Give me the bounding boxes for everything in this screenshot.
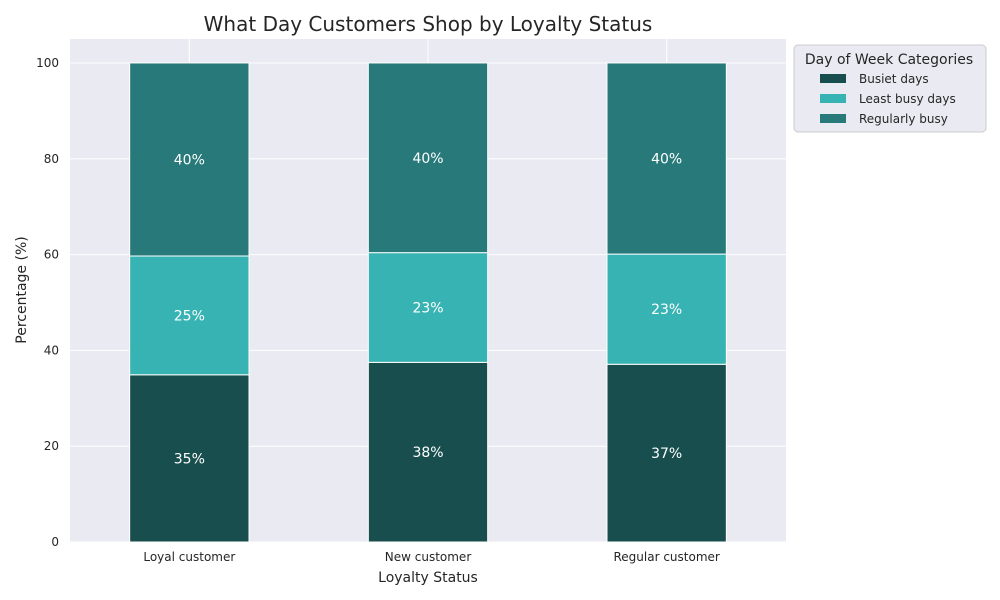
y-axis-label: Percentage (%): [14, 236, 30, 343]
x-tick-label: Loyal customer: [143, 550, 235, 564]
data-label: 23%: [651, 302, 682, 318]
data-label: 35%: [174, 451, 205, 467]
y-tick-label: 100: [36, 56, 59, 70]
x-tick-label: New customer: [385, 550, 472, 564]
bar-segment: [606, 62, 727, 255]
bar-segment: [129, 374, 250, 543]
bar-segment: [367, 252, 489, 363]
legend-label: Regularly busy: [859, 112, 948, 126]
bar-segment: [606, 363, 727, 543]
bar-segment: [129, 255, 250, 376]
data-labels: 35% 25% 40% 38% 23% 40% 37% 23% 40%: [174, 151, 682, 468]
legend-items: Busiet days Least busy days Regularly busy: [820, 72, 956, 126]
data-label: 37%: [651, 446, 682, 462]
x-tick-label: Regular customer: [613, 550, 719, 564]
data-label: 25%: [174, 308, 205, 324]
y-tick-label: 80: [44, 152, 59, 166]
data-label: 40%: [651, 152, 682, 168]
y-axis-ticks: 0 20 40 60 80 100: [36, 56, 59, 549]
y-tick-label: 0: [51, 535, 59, 549]
legend-swatch: [820, 74, 846, 83]
data-label: 38%: [412, 445, 443, 461]
legend-label: Least busy days: [859, 92, 956, 106]
x-axis-ticks: Loyal customer New customer Regular custom…: [143, 550, 720, 564]
legend-title: Day of Week Categories: [805, 52, 973, 68]
x-axis-label: Loyalty Status: [378, 570, 478, 586]
legend: Day of Week Categories Busiet days Least …: [793, 44, 987, 133]
legend-label: Busiet days: [859, 72, 929, 86]
legend-swatch: [820, 94, 846, 103]
y-tick-label: 60: [44, 248, 59, 262]
bar-segment: [606, 253, 727, 365]
y-tick-label: 20: [44, 439, 59, 453]
bar-segment: [367, 62, 489, 254]
legend-swatch: [820, 114, 846, 123]
y-tick-label: 40: [44, 343, 59, 357]
data-label: 40%: [174, 152, 205, 168]
legend-box: [793, 44, 987, 133]
data-label: 40%: [412, 151, 443, 167]
chart-title: What Day Customers Shop by Loyalty Statu…: [204, 12, 653, 36]
bars: [129, 62, 727, 543]
data-label: 23%: [412, 301, 443, 317]
bar-segment: [129, 62, 250, 257]
